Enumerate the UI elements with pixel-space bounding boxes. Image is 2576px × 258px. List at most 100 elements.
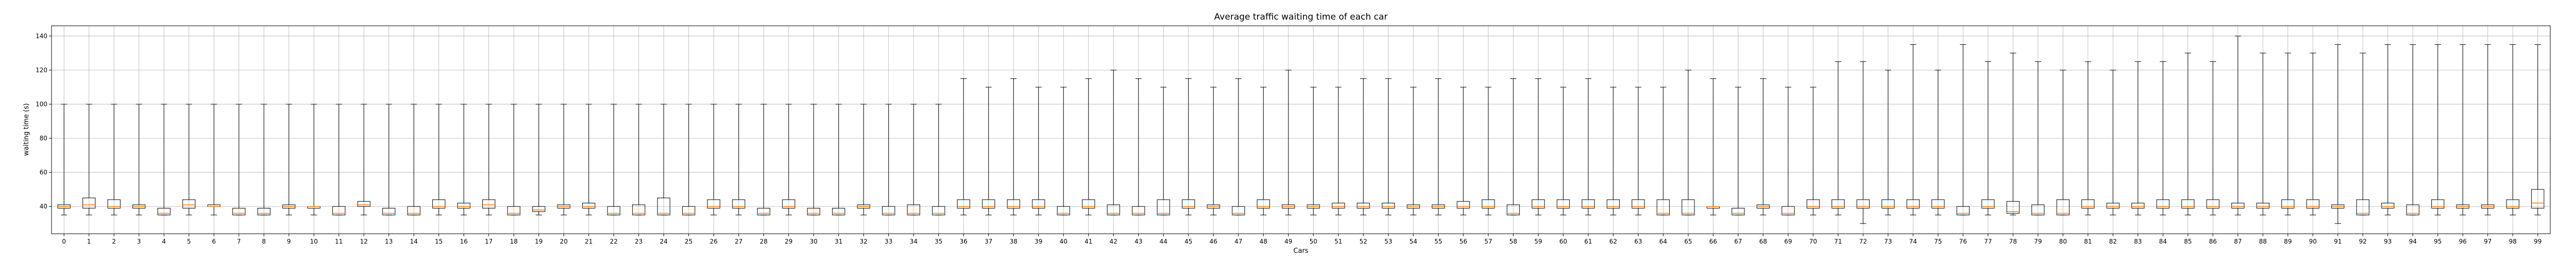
x-tick-label: 96 <box>2459 238 2467 245</box>
x-tick-label: 75 <box>1934 238 1942 245</box>
iqr-box <box>1556 199 1570 208</box>
box-car-77 <box>1981 61 1995 216</box>
grid-layer <box>52 26 2550 234</box>
box-car-75 <box>1931 70 1945 216</box>
iqr-box <box>1856 199 1870 208</box>
box-car-26 <box>707 104 720 216</box>
iqr-box <box>357 201 370 207</box>
box-car-0 <box>57 104 71 216</box>
x-tick-label: 30 <box>810 238 818 245</box>
box-car-69 <box>1782 87 1795 216</box>
x-tick-label: 60 <box>1560 238 1567 245</box>
x-tick-label: 74 <box>1909 238 1917 245</box>
iqr-box <box>2031 204 2045 216</box>
box-car-25 <box>682 104 696 216</box>
x-tick-label: 69 <box>1784 238 1792 245</box>
iqr-box <box>1007 199 1020 208</box>
x-tick-label: 56 <box>1460 238 1467 245</box>
box-car-54 <box>1406 87 1420 216</box>
x-tick-label: 8 <box>262 238 266 245</box>
box-car-43 <box>1132 78 1145 216</box>
box-car-67 <box>1732 87 1745 216</box>
y-axis-label: waiting time (s) <box>23 103 30 156</box>
y-tick-label: 60 <box>40 169 47 176</box>
iqr-box <box>1357 203 1370 208</box>
x-tick-label: 34 <box>910 238 918 245</box>
box-car-1 <box>82 104 96 216</box>
box-car-78 <box>2006 53 2020 216</box>
box-car-28 <box>757 104 770 216</box>
iqr-box <box>1656 199 1670 216</box>
iqr-box <box>732 199 745 208</box>
x-tick-label: 89 <box>2284 238 2292 245</box>
x-tick-label: 38 <box>1010 238 1018 245</box>
box-car-40 <box>1057 87 1070 216</box>
box-car-4 <box>157 104 171 216</box>
iqr-box <box>807 207 820 216</box>
iqr-box <box>1632 199 1645 208</box>
x-tick-label: 25 <box>685 238 692 245</box>
iqr-box <box>407 206 420 216</box>
y-tick-label: 40 <box>40 203 47 210</box>
box-car-14 <box>407 104 420 216</box>
box-car-37 <box>982 87 995 216</box>
box-car-86 <box>2206 61 2219 216</box>
box-car-22 <box>607 104 620 216</box>
box-car-91 <box>2331 44 2345 224</box>
box-car-6 <box>207 104 221 216</box>
x-tick-label: 94 <box>2409 238 2417 245</box>
box-car-83 <box>2131 61 2145 216</box>
x-tick-label: 48 <box>1260 238 1267 245</box>
x-tick-label: 17 <box>485 238 493 245</box>
iqr-box <box>382 207 396 216</box>
box-car-92 <box>2356 53 2369 216</box>
x-tick-label: 29 <box>785 238 792 245</box>
x-tick-label: 41 <box>1084 238 1092 245</box>
box-car-36 <box>957 78 970 216</box>
x-tick-label: 80 <box>2059 238 2067 245</box>
x-tick-label: 26 <box>710 238 718 245</box>
box-car-11 <box>332 104 346 216</box>
x-tick-label: 9 <box>287 238 291 245</box>
x-tick-label: 42 <box>1110 238 1117 245</box>
box-car-39 <box>1032 87 1045 216</box>
box-car-97 <box>2481 44 2495 216</box>
x-tick-label: 15 <box>435 238 443 245</box>
box-car-29 <box>782 104 795 216</box>
box-car-87 <box>2231 36 2245 216</box>
box-car-19 <box>532 104 546 216</box>
box-car-60 <box>1556 87 1570 216</box>
y-tick-label: 140 <box>36 33 47 40</box>
iqr-box <box>707 199 720 208</box>
iqr-box <box>1931 199 1945 208</box>
x-tick-label: 97 <box>2484 238 2492 245</box>
x-tick-label: 36 <box>960 238 968 245</box>
box-car-12 <box>357 104 370 216</box>
iqr-box <box>2381 203 2395 208</box>
x-tick-label: 92 <box>2359 238 2367 245</box>
iqr-box <box>2431 199 2445 208</box>
iqr-box <box>157 207 171 216</box>
iqr-box <box>1956 206 1970 216</box>
iqr-box <box>907 204 920 216</box>
x-tick-label: 11 <box>335 238 343 245</box>
x-tick-label: 51 <box>1334 238 1342 245</box>
box-car-33 <box>882 104 895 216</box>
box-car-61 <box>1582 78 1595 216</box>
box-car-9 <box>282 104 296 216</box>
iqr-box <box>2156 199 2170 208</box>
iqr-box <box>982 199 995 208</box>
iqr-box <box>1832 199 1845 208</box>
x-tick-label: 55 <box>1434 238 1442 245</box>
box-car-27 <box>732 104 745 216</box>
iqr-box <box>2131 203 2145 208</box>
box-layer <box>57 36 2545 224</box>
box-car-70 <box>1806 87 1820 216</box>
box-car-38 <box>1007 78 1020 216</box>
box-car-47 <box>1232 78 1245 216</box>
x-tick-label: 27 <box>735 238 742 245</box>
iqr-box <box>607 206 620 216</box>
box-car-20 <box>557 104 570 216</box>
iqr-box <box>2531 189 2545 208</box>
x-tick-label: 58 <box>1510 238 1517 245</box>
